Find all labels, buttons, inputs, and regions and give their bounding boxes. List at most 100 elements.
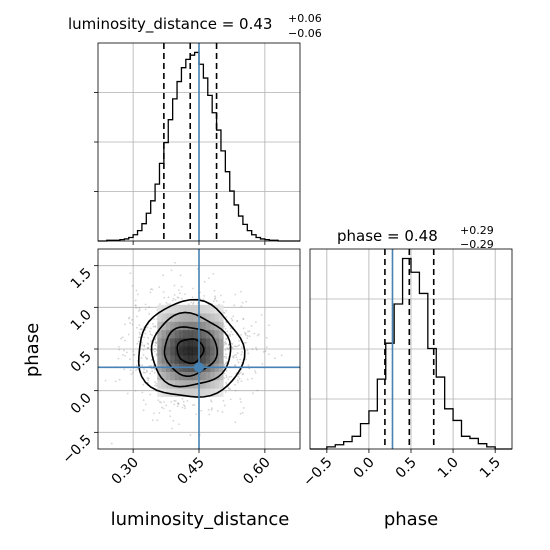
density-cell — [183, 304, 189, 314]
scatter-point — [129, 358, 131, 360]
scatter-point — [150, 339, 152, 342]
scatter-point — [244, 334, 247, 336]
scatter-point — [179, 292, 181, 295]
scatter-point — [230, 342, 233, 345]
scatter-point — [234, 383, 236, 386]
hist-frame-luminosity-distance — [97, 42, 301, 242]
scatter-point — [142, 349, 145, 351]
scatter-point — [223, 372, 226, 375]
scatter-point — [208, 413, 211, 416]
scatter-point — [154, 347, 156, 350]
scatter-point — [152, 349, 154, 352]
density-cell — [183, 338, 189, 347]
scatter-point — [114, 380, 117, 383]
density-cell — [166, 329, 171, 339]
scatter-point — [147, 336, 150, 339]
scatter-point — [237, 375, 240, 378]
scatter-point — [228, 376, 231, 378]
scatter-point — [250, 324, 253, 327]
scatter-point — [186, 399, 189, 402]
scatter-point — [225, 337, 228, 340]
scatter-point — [231, 346, 233, 348]
scatter-point — [224, 342, 227, 345]
scatter-point — [123, 368, 126, 371]
scatter-point — [183, 457, 185, 459]
scatter-point — [236, 358, 239, 361]
scatter-point — [122, 353, 124, 356]
scatter-point — [144, 308, 147, 311]
density-cell — [209, 338, 215, 347]
scatter-point — [153, 368, 156, 370]
density-cell — [157, 379, 163, 389]
truth-point-marker — [194, 362, 204, 373]
density-cell — [209, 379, 215, 389]
scatter-point — [139, 309, 141, 311]
scatter-point — [154, 344, 157, 347]
scatter-point — [167, 296, 170, 299]
scatter-point — [228, 343, 230, 346]
x-tick-label-phase: 0.0 — [351, 455, 378, 482]
density-cell — [205, 346, 211, 356]
scatter-point — [153, 348, 155, 351]
density-cell — [192, 304, 198, 314]
scatter-point — [235, 353, 237, 356]
hist-panel-phase: −0.5 0.0 0.5 1.0 1.5 phase = 0.48 +0.29 −0.2… — [300, 224, 513, 530]
scatter-point — [134, 389, 137, 392]
scatter-point — [247, 330, 249, 333]
scatter-point — [177, 402, 179, 404]
scatter-point — [223, 356, 226, 358]
scatter-point — [243, 331, 246, 334]
density-cell — [188, 354, 193, 364]
scatter-point — [223, 341, 226, 344]
scatter-point — [142, 409, 145, 412]
scatter-point — [110, 442, 113, 445]
scatter-point — [146, 370, 148, 373]
scatter-point — [232, 347, 234, 350]
scatter-point — [151, 334, 153, 337]
density-cell — [201, 304, 206, 314]
scatter-point — [152, 325, 155, 328]
density-cell — [157, 388, 163, 397]
scatter-point — [165, 404, 168, 407]
density-cell — [192, 346, 198, 356]
scatter-point — [138, 336, 140, 339]
scatter-point — [139, 333, 141, 336]
scatter-point — [149, 364, 152, 367]
scatter-point — [176, 296, 179, 299]
scatter-point — [245, 341, 247, 344]
scatter-point — [302, 339, 304, 341]
scatter-point — [191, 404, 194, 407]
scatter-point — [162, 274, 165, 277]
scatter-point — [165, 301, 168, 304]
density-cell — [166, 338, 171, 347]
density-cell — [205, 354, 211, 364]
scatter-point — [177, 289, 180, 292]
scatter-point — [246, 349, 249, 352]
scatter-point — [178, 423, 180, 426]
scatter-point — [155, 384, 158, 387]
density-cell — [205, 304, 211, 314]
histogram-luminosity-distance — [98, 51, 300, 242]
scatter-point — [147, 347, 149, 349]
scatter-point — [246, 337, 249, 340]
scatter-point — [163, 401, 165, 403]
scatter-point — [157, 399, 160, 402]
scatter-point — [170, 401, 173, 403]
scatter-point — [154, 325, 157, 328]
scatter-point — [158, 401, 161, 403]
scatter-point — [153, 371, 156, 374]
scatter-point — [182, 400, 185, 403]
scatter-point — [224, 349, 227, 352]
scatter-point — [239, 358, 242, 361]
scatter-point — [236, 352, 239, 354]
scatter-point — [152, 364, 155, 367]
scatter-point — [150, 288, 152, 291]
scatter-point — [236, 319, 239, 322]
scatter-point — [147, 377, 150, 380]
scatter-point — [140, 341, 143, 344]
scatter-point — [262, 350, 265, 353]
scatter-point — [246, 335, 249, 337]
scatter-point — [155, 340, 157, 343]
scatter-point — [132, 371, 134, 374]
density-cell — [192, 338, 198, 347]
